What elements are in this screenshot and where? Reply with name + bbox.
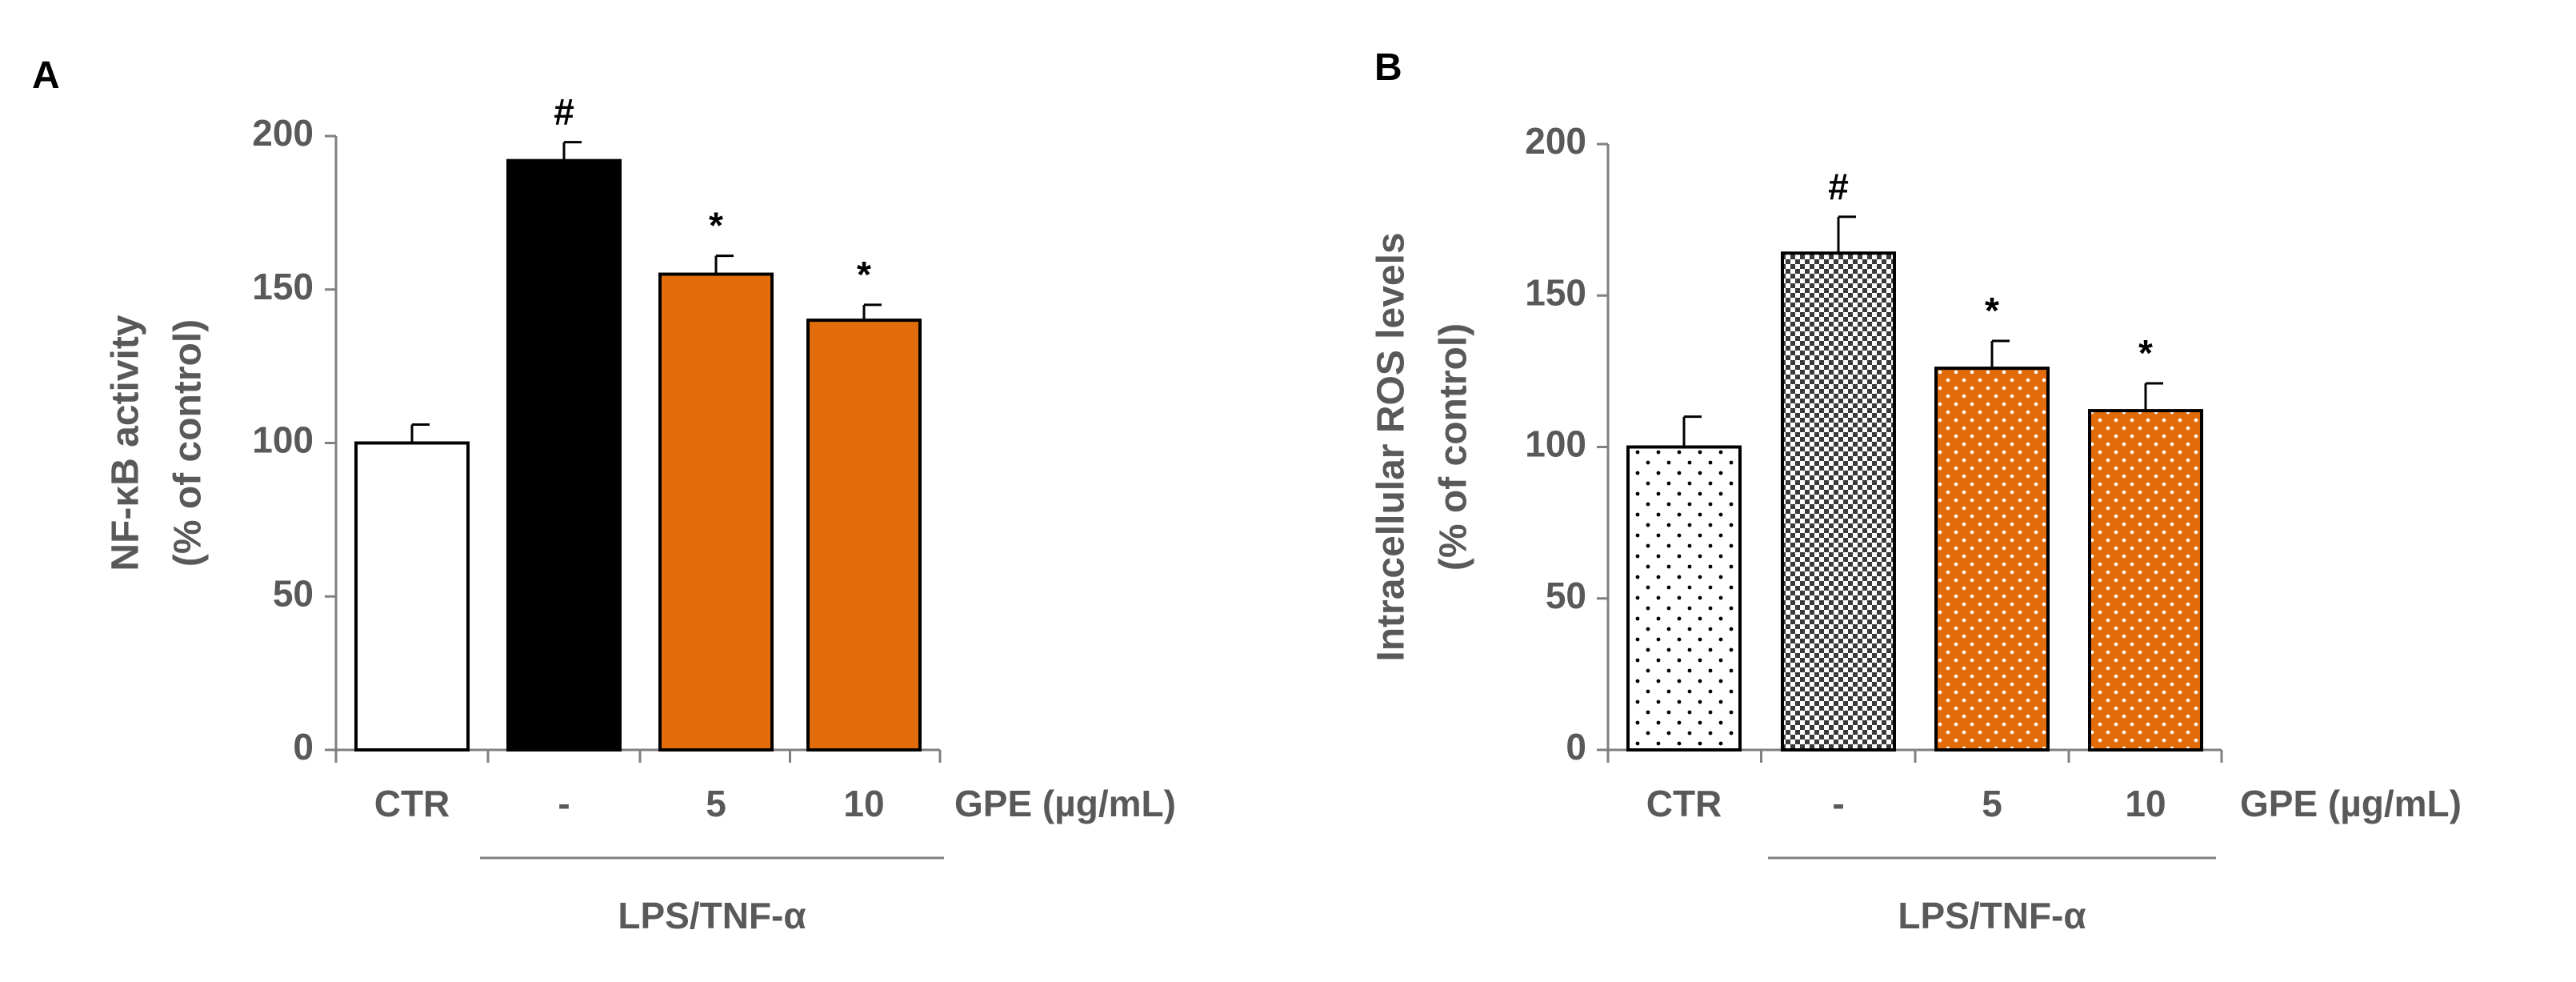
y-tick-label: 50 xyxy=(273,572,314,614)
x-category-label: CTR xyxy=(374,783,450,824)
bar xyxy=(2088,409,2203,752)
x-category-label: 5 xyxy=(1982,783,2002,824)
chart-panel-a: A NF-κB activity (% of control) 0 50 100 150 20… xyxy=(32,54,1176,936)
x-category-label: - xyxy=(1832,783,1844,824)
y-tick-label: 0 xyxy=(293,726,314,768)
panel-letter: B xyxy=(1374,46,1402,89)
y-axis-label-line: (% of control) xyxy=(167,319,210,567)
chart-panel-b: B Intracellular ROS levels (% of control) 0… xyxy=(1370,46,2462,936)
group-label: LPS/TNF-α xyxy=(1898,895,2086,936)
x-category-label: 5 xyxy=(706,783,726,824)
significance-mark: * xyxy=(2138,332,2153,374)
y-tick-label: 100 xyxy=(1525,423,1586,465)
bar xyxy=(1626,445,1742,752)
y-tick-label: 200 xyxy=(252,112,314,154)
x-axis-label: GPE (µg/mL) xyxy=(954,783,1176,824)
x-category-label: CTR xyxy=(1646,783,1722,824)
bar xyxy=(806,319,922,752)
x-category-label: 10 xyxy=(2125,783,2166,824)
y-tick-label: 150 xyxy=(1525,271,1586,313)
y-axis-label-line: Intracellular ROS levels xyxy=(1370,232,1413,661)
significance-mark: # xyxy=(554,91,574,133)
panel-letter: A xyxy=(32,54,60,97)
bar xyxy=(658,272,774,752)
y-tick-label: 50 xyxy=(1546,575,1586,616)
group-label: LPS/TNF-α xyxy=(618,895,806,936)
significance-mark: * xyxy=(709,205,723,247)
significance-mark: * xyxy=(857,254,871,295)
x-category-label: 10 xyxy=(843,783,884,824)
significance-mark: * xyxy=(1985,290,1999,331)
bar xyxy=(506,158,622,752)
y-tick-label: 0 xyxy=(1566,726,1586,768)
bar xyxy=(354,441,470,752)
x-category-label: - xyxy=(558,783,570,824)
y-tick-label: 100 xyxy=(252,419,314,461)
y-tick-label: 200 xyxy=(1525,120,1586,162)
y-axis-label-line: (% of control) xyxy=(1433,323,1475,571)
significance-mark: # xyxy=(1828,166,1849,207)
y-axis-label-line: NF-κB activity xyxy=(105,315,147,571)
y-tick-label: 150 xyxy=(252,266,314,307)
bar xyxy=(1781,251,1896,752)
x-axis-label: GPE (µg/mL) xyxy=(2240,783,2462,824)
bar xyxy=(1934,367,2050,752)
